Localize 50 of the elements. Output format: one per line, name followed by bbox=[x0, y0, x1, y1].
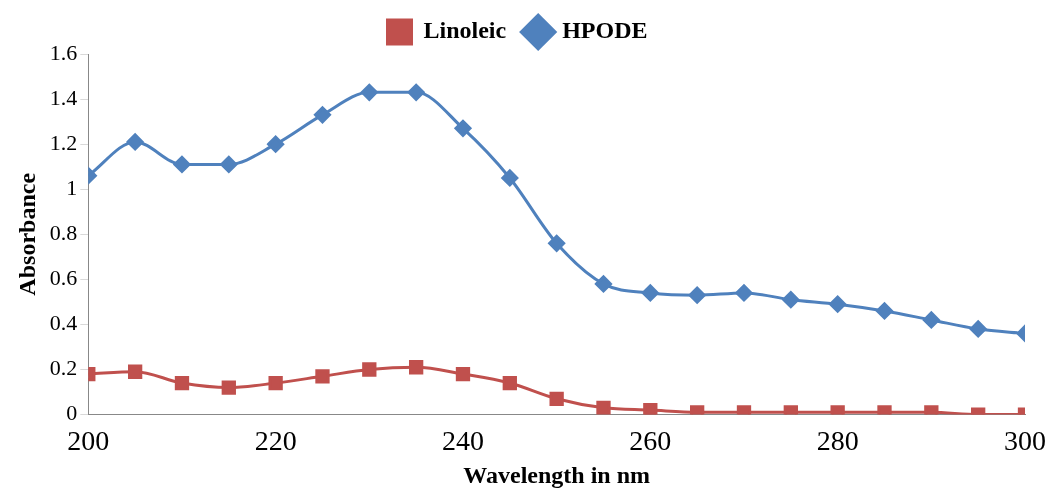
point bbox=[407, 83, 425, 101]
point bbox=[408, 360, 424, 375]
point bbox=[501, 169, 519, 187]
point bbox=[549, 391, 564, 406]
point bbox=[127, 364, 143, 379]
x-tick-label: 280 bbox=[816, 424, 859, 456]
y-tick-label: 1.6 bbox=[49, 39, 78, 65]
point bbox=[268, 375, 283, 391]
point bbox=[360, 83, 378, 101]
point bbox=[876, 302, 893, 320]
x-tick-label: 220 bbox=[254, 424, 297, 456]
point bbox=[969, 320, 987, 338]
point bbox=[126, 133, 144, 151]
point bbox=[220, 155, 238, 173]
point bbox=[548, 234, 566, 252]
point bbox=[221, 380, 236, 395]
point bbox=[641, 284, 659, 302]
point bbox=[502, 375, 517, 391]
point bbox=[455, 366, 471, 382]
x-axis-title: Wavelength in nm bbox=[463, 461, 650, 488]
y-tick-label: 0.6 bbox=[49, 265, 78, 291]
x-tick-label: 260 bbox=[629, 424, 672, 456]
point bbox=[174, 375, 190, 391]
point bbox=[922, 311, 940, 329]
x-tick-label: 240 bbox=[441, 424, 484, 456]
point bbox=[313, 106, 331, 124]
x-tick-label: 300 bbox=[1004, 424, 1046, 456]
y-tick-label: 0 bbox=[66, 400, 78, 426]
point bbox=[267, 135, 285, 153]
point bbox=[454, 119, 472, 137]
y-axis-title: Absorbance bbox=[13, 172, 40, 296]
point bbox=[315, 369, 330, 384]
point bbox=[829, 295, 847, 313]
point bbox=[643, 402, 658, 415]
point bbox=[735, 284, 753, 302]
y-tick-label: 0.8 bbox=[49, 220, 78, 246]
y-tick-label: 1 bbox=[66, 175, 78, 201]
y-tick-label: 0.4 bbox=[49, 310, 78, 336]
y-tick-label: 0.2 bbox=[49, 355, 78, 381]
point bbox=[596, 400, 611, 415]
y-tick-label: 1.2 bbox=[49, 129, 78, 155]
legend-label: HPODE bbox=[562, 17, 648, 44]
point bbox=[782, 291, 800, 309]
legend-label: Linoleic bbox=[423, 17, 507, 44]
y-tick-label: 1.4 bbox=[49, 84, 78, 110]
point bbox=[362, 362, 377, 377]
point bbox=[688, 286, 706, 304]
point bbox=[173, 155, 191, 173]
x-tick-label: 200 bbox=[67, 424, 110, 456]
point bbox=[594, 275, 612, 293]
